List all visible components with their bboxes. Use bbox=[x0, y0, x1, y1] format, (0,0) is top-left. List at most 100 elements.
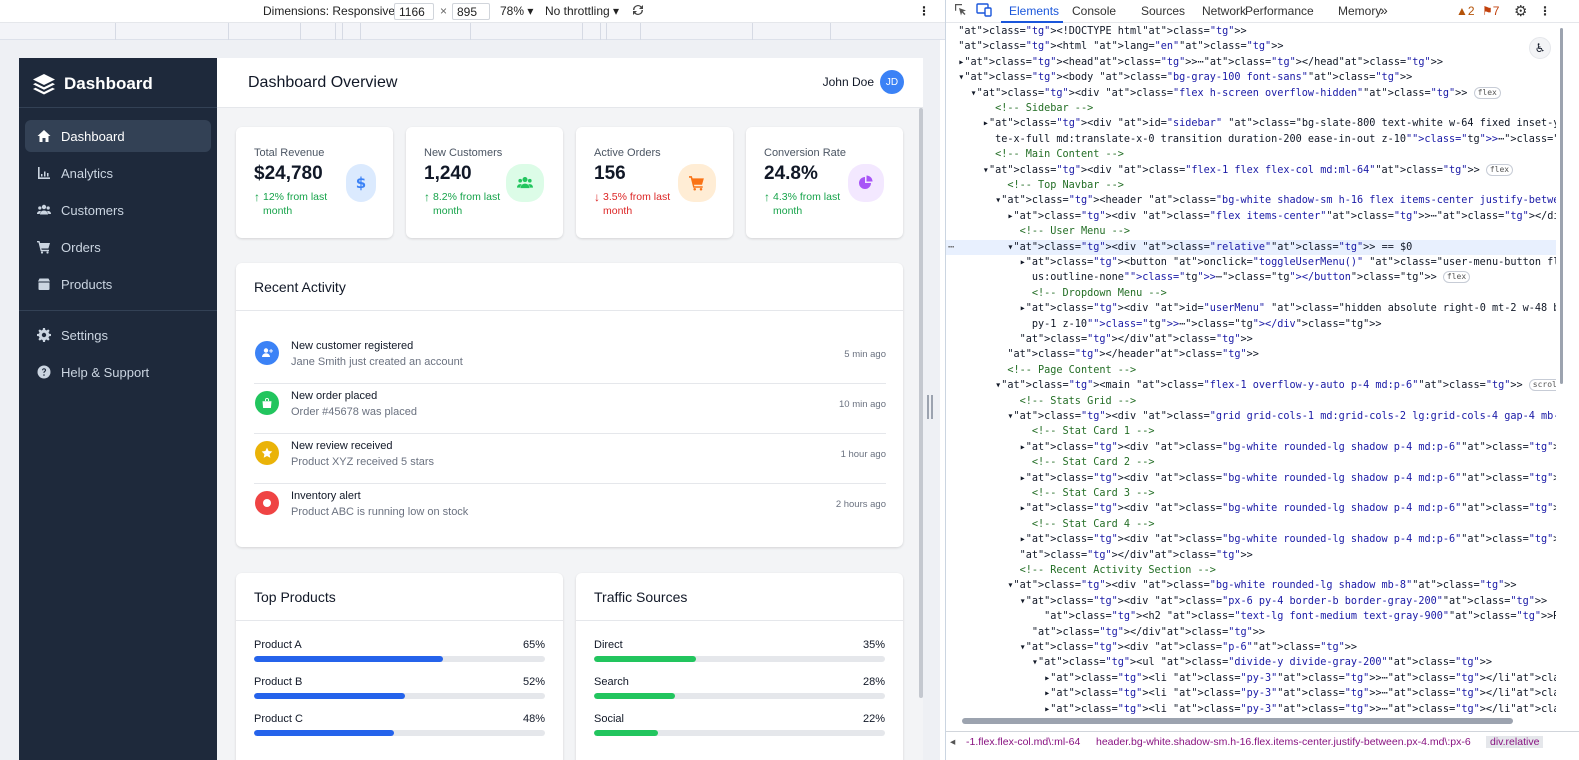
dom-node-line[interactable]: ▾"at">class="tg"><main "at">class="flex-… bbox=[946, 378, 1556, 393]
dom-node-line[interactable]: "at">class="tg"><!DOCTYPE html"at">class… bbox=[958, 26, 1247, 37]
width-input[interactable]: 1166 bbox=[394, 3, 434, 20]
sidebar-item-customers[interactable]: Customers bbox=[25, 194, 211, 226]
dom-node-line[interactable]: <!-- Page Content --> bbox=[1007, 364, 1137, 376]
dom-node-line[interactable]: "at">class="tg"><html "at">lang="en""at"… bbox=[958, 41, 1284, 53]
dom-node-line[interactable]: "at">class="tg"></div"at">class="tg">> bbox=[1031, 626, 1266, 638]
device-toggle-icon[interactable] bbox=[976, 3, 992, 20]
dom-node-line[interactable]: ▾"at">class="tg"><div "at">class="flex-1… bbox=[946, 163, 1556, 178]
dom-node-line[interactable]: "at">class="tg"></header"at">class="tg">… bbox=[1007, 349, 1259, 361]
dom-node-line[interactable]: ▸"at">class="tg"><div "at">class="bg-whi… bbox=[946, 441, 1556, 453]
dimensions-dropdown[interactable]: Dimensions: Responsive ▾ bbox=[263, 4, 404, 18]
sidebar-item-label: Analytics bbox=[61, 165, 114, 181]
dom-node-line[interactable]: <!-- Top Navbar --> bbox=[1007, 180, 1124, 191]
dom-node-line[interactable]: ▾"at">class="tg"><div "at">class="grid g… bbox=[946, 411, 1556, 422]
traffic-sources-card: Traffic Sources Direct 35% Search 28% Social… bbox=[576, 573, 903, 760]
sidebar-item-orders[interactable]: Orders bbox=[25, 231, 211, 263]
dom-node-line[interactable]: <!-- Stats Grid --> bbox=[1019, 395, 1137, 407]
settings-gear-icon[interactable]: ⚙ bbox=[1514, 3, 1528, 20]
sidebar-item-analytics[interactable]: Analytics bbox=[25, 157, 211, 189]
list-item[interactable]: New customer registered Jane Smith just … bbox=[254, 334, 886, 384]
tab-sources[interactable]: Sources bbox=[1141, 4, 1186, 18]
dom-node-line[interactable]: py-1 z-10"">class="tg">>⋯">class="tg"></… bbox=[946, 318, 1382, 330]
dom-node-line[interactable]: "at">class="tg"><h2 "at">class="text-lg … bbox=[1044, 611, 1556, 623]
dom-node-line[interactable]: ▾"at">class="tg"><div "at">class="bg-whi… bbox=[946, 580, 1517, 592]
dom-node-line[interactable]: ▸"at">class="tg"><li "at">class="py-3""a… bbox=[946, 703, 1556, 714]
dom-node-line[interactable]: <!-- Stat Card 4 --> bbox=[1031, 518, 1155, 530]
dom-node-line[interactable]: ▸"at">class="tg"><head"at">class="tg">>⋯… bbox=[946, 56, 1443, 68]
sidebar-item-products[interactable]: Products bbox=[25, 268, 211, 300]
sidebar-item-help-support[interactable]: Help & Support bbox=[25, 356, 211, 388]
activity-time: 5 min ago bbox=[844, 349, 886, 360]
activity-time: 10 min ago bbox=[838, 399, 886, 410]
dom-horizontal-scrollbar[interactable] bbox=[962, 718, 1513, 724]
more-tabs-button[interactable]: » bbox=[1380, 2, 1388, 18]
dom-node-line[interactable]: ▸"at">class="tg"><button "at">onclick="t… bbox=[946, 257, 1556, 268]
dom-node-line[interactable]: <!-- Stat Card 1 --> bbox=[1031, 426, 1155, 438]
resize-handle[interactable] bbox=[927, 395, 933, 419]
inspect-element-icon[interactable] bbox=[954, 3, 968, 20]
tab-elements[interactable]: Elements bbox=[1009, 4, 1060, 18]
list-item[interactable]: New review received Product XYZ received… bbox=[254, 434, 886, 484]
devtools-menu-icon[interactable]: ⋮ bbox=[1539, 4, 1551, 18]
dom-node-line[interactable]: ▾"at">class="tg"><header "at">class="bg-… bbox=[946, 195, 1556, 207]
sidebar-item-dashboard[interactable]: Dashboard bbox=[25, 120, 211, 152]
dom-node-line[interactable]: <!-- Recent Activity Section --> bbox=[1019, 565, 1216, 576]
breadcrumb-item[interactable]: header.bg-white.shadow-sm.h-16.flex.item… bbox=[1096, 736, 1471, 748]
dom-node-line[interactable]: ▸"at">class="tg"><div "at">id="userMenu"… bbox=[946, 303, 1556, 315]
breadcrumb-item[interactable]: -1.flex.flex-col.md\:ml-64 bbox=[966, 736, 1081, 748]
dom-node-line[interactable]: ▸"at">class="tg"><div "at">id="sidebar" … bbox=[946, 118, 1556, 130]
dom-node-line[interactable]: <!-- Sidebar --> bbox=[995, 103, 1094, 114]
sidebar-item-label: Orders bbox=[61, 239, 101, 255]
dom-node-line[interactable]: "at">class="tg"></div"at">class="tg">> bbox=[1019, 334, 1253, 345]
card-divider bbox=[236, 620, 563, 621]
dom-node-line[interactable]: <!-- Dropdown Menu --> bbox=[1031, 287, 1167, 299]
warning-icon: ▲ bbox=[1456, 4, 1468, 18]
dom-node-line[interactable]: <!-- Main Content --> bbox=[995, 149, 1124, 161]
tab-network[interactable]: Network bbox=[1202, 4, 1247, 18]
sidebar-item-settings[interactable]: Settings bbox=[25, 319, 211, 351]
dom-node-line[interactable]: <!-- User Menu --> bbox=[1019, 226, 1131, 238]
progress-fill bbox=[254, 730, 394, 736]
breadcrumb-item-selected[interactable]: div.relative bbox=[1486, 736, 1544, 748]
dom-node-line[interactable]: ▸"at">class="tg"><li "at">class="py-3""a… bbox=[946, 672, 1556, 684]
dom-scrollbar[interactable] bbox=[1560, 28, 1563, 384]
list-item[interactable]: Inventory alert Product ABC is running l… bbox=[254, 484, 886, 534]
brand[interactable]: Dashboard bbox=[32, 70, 153, 98]
dom-node-line[interactable]: ▾"at">class="tg"><div "at">class="flex h… bbox=[946, 86, 1556, 101]
zoom-dropdown[interactable]: 78% ▾ bbox=[500, 4, 534, 18]
user-menu-button[interactable]: John Doe JD bbox=[823, 70, 904, 94]
throttling-dropdown[interactable]: No throttling ▾ bbox=[545, 4, 620, 18]
tab-memory[interactable]: Memory bbox=[1338, 4, 1382, 18]
list-item[interactable]: New order placed Order #45678 was placed… bbox=[254, 384, 886, 434]
dom-node-line[interactable]: te-x-full md:translate-x-0 transition du… bbox=[946, 133, 1556, 145]
dom-node-line[interactable]: <!-- Stat Card 2 --> bbox=[1031, 457, 1155, 469]
progress-label: Product A bbox=[254, 639, 302, 651]
dom-node-line[interactable]: ▸"at">class="tg"><li "at">class="py-3""a… bbox=[946, 688, 1556, 700]
users-icon bbox=[506, 164, 544, 202]
tab-performance[interactable]: Performance bbox=[1245, 4, 1314, 18]
dom-node-line[interactable]: ⋯ ▾"at">class="tg"><div "at">class="rela… bbox=[946, 239, 1556, 255]
dom-node-line[interactable]: ▾"at">class="tg"><ul "at">class="divide-… bbox=[946, 657, 1492, 669]
dom-node-line[interactable]: ▸"at">class="tg"><div "at">class="flex i… bbox=[946, 210, 1556, 222]
height-input[interactable]: 895 bbox=[452, 3, 490, 20]
tab-console[interactable]: Console bbox=[1072, 4, 1117, 18]
dom-node-line[interactable]: ▾"at">class="tg"><div "at">class="px-6 p… bbox=[946, 595, 1548, 607]
issues-badge[interactable]: ⚑7 bbox=[1482, 4, 1499, 18]
breadcrumb-back-icon[interactable]: ◂ bbox=[950, 736, 956, 748]
stat-change-text: 12% from last month bbox=[263, 191, 328, 217]
dom-node-line[interactable]: ▸"at">class="tg"><div "at">class="bg-whi… bbox=[946, 503, 1556, 515]
dom-node-line[interactable]: ▸"at">class="tg"><div "at">class="bg-whi… bbox=[946, 534, 1556, 546]
dom-node-line[interactable]: ▾"at">class="tg"><body "at">class="bg-gr… bbox=[946, 72, 1413, 84]
accessibility-icon[interactable]: ♿ bbox=[1529, 37, 1551, 59]
dom-node-line[interactable]: <!-- Stat Card 3 --> bbox=[1031, 488, 1155, 499]
issues-count: 7 bbox=[1492, 4, 1500, 18]
card-divider bbox=[236, 310, 903, 311]
dom-node-line[interactable]: ▾"at">class="tg"><div "at">class="p-6""a… bbox=[946, 642, 1358, 653]
page-scrollbar[interactable] bbox=[919, 108, 923, 698]
dom-node-line[interactable]: "at">class="tg"></div"at">class="tg">> bbox=[1019, 549, 1253, 561]
rotate-icon[interactable] bbox=[630, 2, 646, 21]
dom-node-line[interactable]: us:outline-none"">class="tg">>⋯">class="… bbox=[946, 270, 1556, 285]
warnings-badge[interactable]: ▲2 bbox=[1456, 4, 1475, 18]
more-options-icon[interactable]: ⋮ bbox=[918, 4, 930, 18]
dom-node-line[interactable]: ▸"at">class="tg"><div "at">class="bg-whi… bbox=[946, 472, 1556, 484]
